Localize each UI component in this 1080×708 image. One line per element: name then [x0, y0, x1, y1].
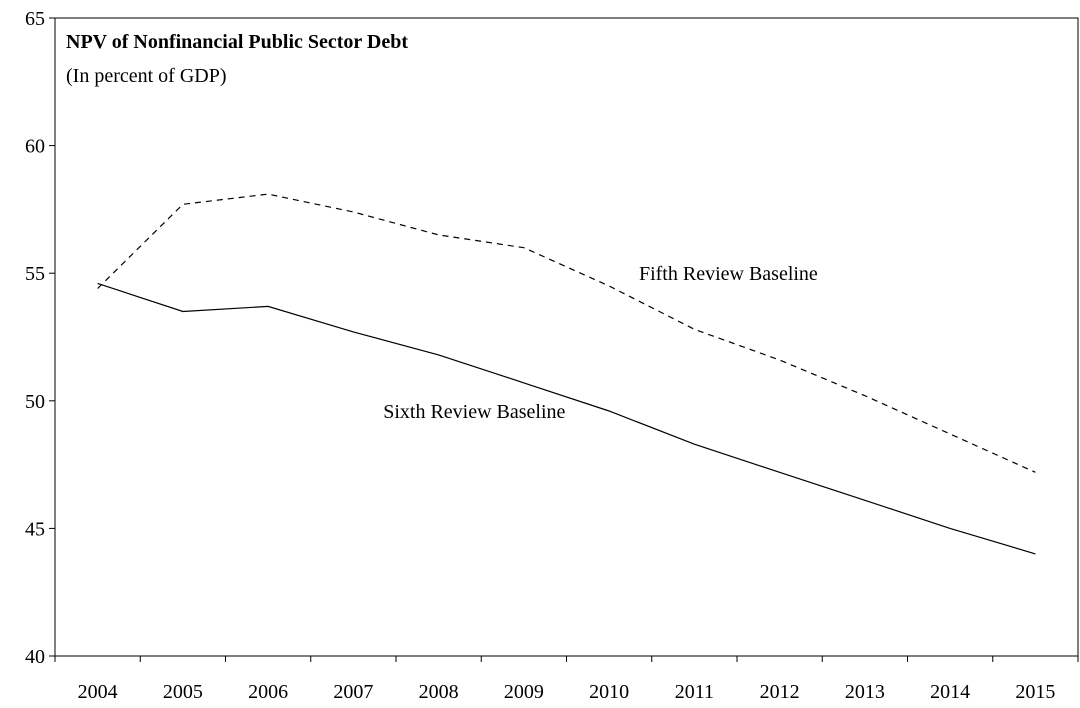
x-tick-label: 2011 [675, 681, 714, 703]
chart-subtitle: (In percent of GDP) [66, 65, 227, 87]
x-tick-label: 2015 [1015, 681, 1055, 703]
series-labels: Fifth Review Baseline Sixth Review Baseli… [383, 263, 818, 423]
series-lines [97, 193, 1036, 555]
y-tick-label: 55 [25, 263, 45, 285]
series-line-fifth-review [97, 193, 1036, 473]
y-tick-label: 65 [25, 8, 45, 30]
series-label-fifth-review: Fifth Review Baseline [639, 263, 818, 285]
x-tick-label: 2007 [333, 681, 373, 703]
y-tick-label: 60 [25, 136, 45, 158]
y-axis: 40 45 50 55 60 65 [25, 8, 55, 668]
series-line-sixth-review [97, 282, 1036, 555]
x-tick-label: 2005 [163, 681, 203, 703]
x-tick-label: 2014 [930, 681, 970, 703]
y-tick-label: 40 [25, 646, 45, 668]
series-label-sixth-review: Sixth Review Baseline [383, 401, 565, 423]
x-tick-label: 2013 [845, 681, 885, 703]
x-tick-label: 2004 [78, 681, 118, 703]
x-tick-label: 2006 [248, 681, 288, 703]
x-tick-label: 2010 [589, 681, 629, 703]
x-tick-label: 2012 [760, 681, 800, 703]
x-axis: 2004 2005 2006 2007 2008 2009 2010 2011 2012 2013… [54, 656, 1079, 703]
plot-area-border [54, 17, 1079, 657]
x-tick-label: 2008 [419, 681, 459, 703]
y-tick-label: 45 [25, 518, 45, 540]
x-tick-label: 2009 [504, 681, 544, 703]
y-tick-label: 50 [25, 391, 45, 413]
chart-title: NPV of Nonfinancial Public Sector Debt [66, 31, 408, 53]
